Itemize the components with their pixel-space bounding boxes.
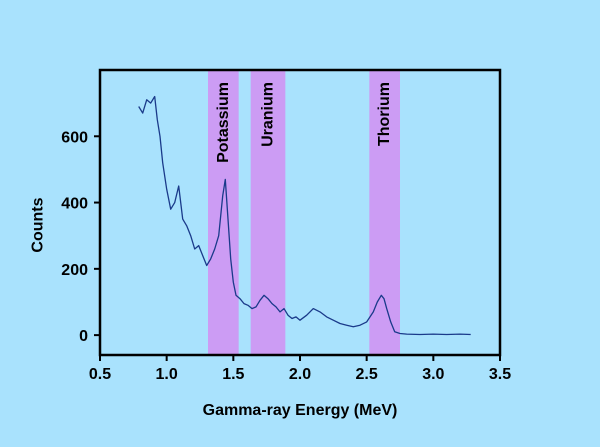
spectrum-series — [138, 95, 471, 336]
y-axis-title: Counts — [30, 197, 47, 252]
series-line-0 — [138, 95, 471, 336]
band-uranium — [250, 70, 286, 355]
y-axis: 0 200 400 600 — [61, 129, 100, 345]
energy-bands: Potassium Uranium Thorium — [208, 70, 400, 355]
x-tick-label: 1.0 — [156, 366, 178, 383]
x-axis: 0.5 1.0 1.5 2.0 2.5 3.0 3.5 — [89, 355, 511, 383]
band-label-potassium: Potassium — [215, 82, 232, 163]
x-tick-label: 1.5 — [222, 366, 244, 383]
x-tick-label: 3.0 — [422, 366, 444, 383]
y-tick-label: 400 — [61, 196, 88, 213]
band-label-uranium: Uranium — [260, 82, 277, 147]
x-tick-label: 3.5 — [489, 366, 511, 383]
y-tick-label: 200 — [61, 262, 88, 279]
x-tick-label: 2.5 — [356, 366, 378, 383]
x-tick-label: 0.5 — [89, 366, 111, 383]
x-axis-title: Gamma-ray Energy (MeV) — [203, 402, 398, 419]
band-label-thorium: Thorium — [376, 82, 393, 146]
y-tick-label: 600 — [61, 129, 88, 146]
plot-area-frame — [98, 68, 502, 357]
y-tick-label: 0 — [79, 328, 88, 345]
band-potassium — [208, 70, 239, 355]
x-tick-label: 2.0 — [289, 366, 311, 383]
